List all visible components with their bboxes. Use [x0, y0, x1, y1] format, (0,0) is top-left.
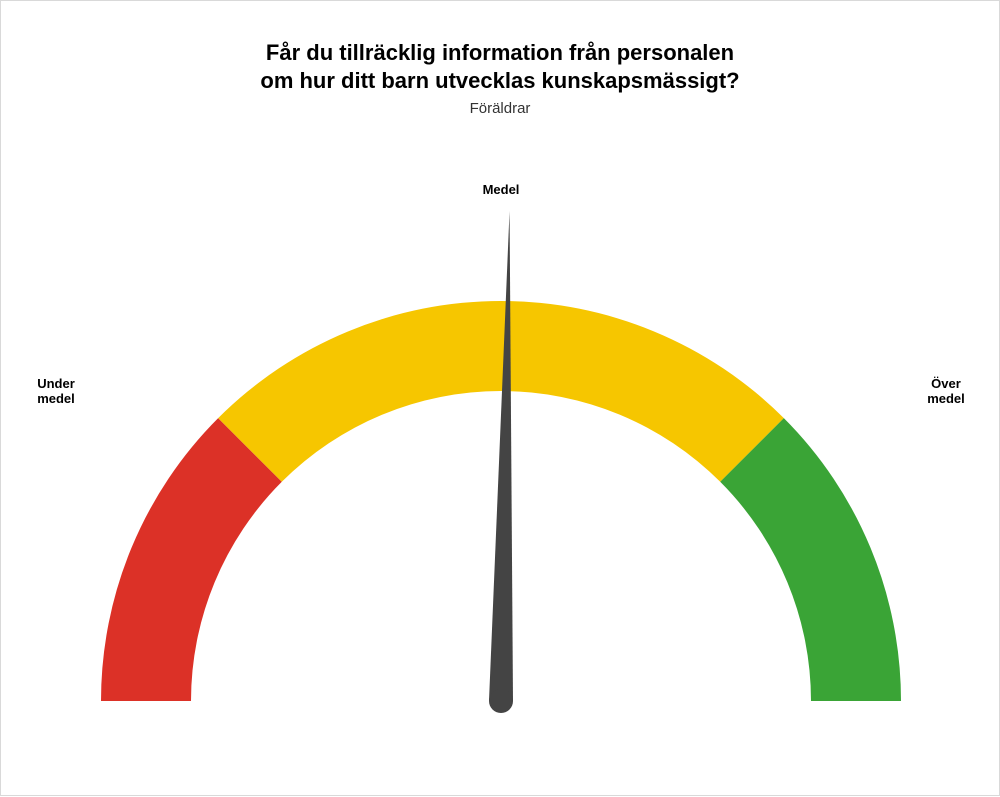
gauge-tick-label: Medel	[441, 183, 561, 198]
gauge-segment	[720, 418, 901, 701]
gauge-chart	[1, 1, 1000, 797]
gauge-needle	[489, 211, 513, 701]
gauge-needle-hub	[489, 689, 513, 713]
chart-frame: Får du tillräcklig information från pers…	[0, 0, 1000, 796]
gauge-segment	[101, 418, 282, 701]
gauge-tick-label: Under medel	[0, 377, 116, 407]
gauge-tick-label: Över medel	[886, 377, 1000, 407]
